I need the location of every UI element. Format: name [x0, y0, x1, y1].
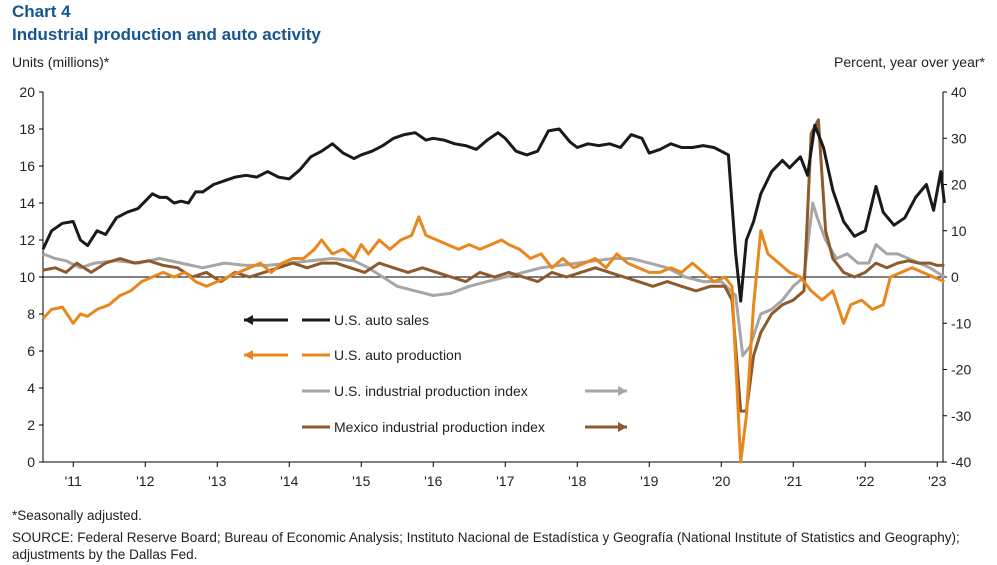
x-tick-label: '19	[640, 473, 658, 489]
legend-arrow-head-mexico-industrial-production-index	[618, 422, 627, 432]
left-tick-label: 2	[27, 417, 35, 433]
source-note: SOURCE: Federal Reserve Board; Bureau of…	[12, 530, 960, 562]
legend-label-mexico-industrial-production-index: Mexico industrial production index	[334, 419, 545, 435]
legend-arrow-head-u-s-auto-sales	[244, 315, 253, 325]
series-line-u-s-auto-production	[41, 215, 945, 464]
legend: U.S. auto sales U.S. auto production U.S. …	[244, 312, 627, 435]
left-tick-label: 6	[27, 343, 35, 359]
left-tick-label: 20	[19, 84, 35, 100]
series-line-mexico-industrial-production-index	[42, 118, 945, 413]
right-tick-label: 0	[951, 269, 959, 285]
left-tick-label: 10	[19, 269, 35, 285]
chart-svg: 0 2 4 6 8 10 12 14 16 18 20 -40 -30 -20 -10 0 10 20 30 40 '1…	[19, 84, 971, 489]
x-tick-label: '20	[712, 473, 730, 489]
left-tick-label: 12	[19, 232, 35, 248]
right-tick-label: 20	[951, 177, 967, 193]
left-tick-label: 8	[27, 306, 35, 322]
x-tick-label: '21	[784, 473, 802, 489]
x-tick-label: '15	[352, 473, 370, 489]
left-tick-label: 0	[27, 454, 35, 470]
right-axis-unit: Percent, year over year*	[834, 54, 985, 70]
left-axis-unit: Units (millions)*	[12, 54, 110, 70]
x-tick-label: '13	[208, 473, 226, 489]
chart-number: Chart 4	[12, 2, 71, 21]
x-tick-label: '22	[856, 473, 874, 489]
x-tick-label: '17	[496, 473, 514, 489]
right-tick-label: 30	[951, 130, 967, 146]
x-tick-label: '12	[136, 473, 154, 489]
legend-label-u-s-auto-sales: U.S. auto sales	[334, 312, 429, 328]
legend-label-u-s-auto-production: U.S. auto production	[334, 347, 462, 363]
right-tick-label: -20	[951, 362, 971, 378]
x-tick-label: '23	[928, 473, 946, 489]
x-tick-label: '11	[65, 473, 82, 489]
left-tick-label: 14	[19, 195, 35, 211]
legend-arrow-head-u-s-auto-production	[244, 350, 253, 360]
footnote-seasonal: *Seasonally adjusted.	[12, 508, 142, 523]
series-group	[41, 118, 946, 464]
left-tick-label: 18	[19, 121, 35, 137]
right-tick-label: -10	[951, 315, 971, 331]
left-tick-label: 16	[19, 158, 35, 174]
right-tick-label: 40	[951, 84, 967, 100]
chart-title: Industrial production and auto activity	[12, 25, 321, 44]
right-tick-label: -30	[951, 408, 971, 424]
right-tick-label: -40	[951, 454, 971, 470]
series-line-u-s-industrial-production-index	[42, 201, 946, 358]
x-tick-label: '16	[424, 473, 442, 489]
legend-arrow-head-u-s-industrial-production-index	[618, 386, 627, 396]
series-line-u-s-auto-sales	[41, 123, 946, 303]
x-tick-label: '18	[568, 473, 586, 489]
x-tick-label: '14	[280, 473, 298, 489]
left-tick-label: 4	[27, 380, 35, 396]
legend-label-u-s-industrial-production-index: U.S. industrial production index	[334, 383, 528, 399]
right-tick-label: 10	[951, 223, 967, 239]
